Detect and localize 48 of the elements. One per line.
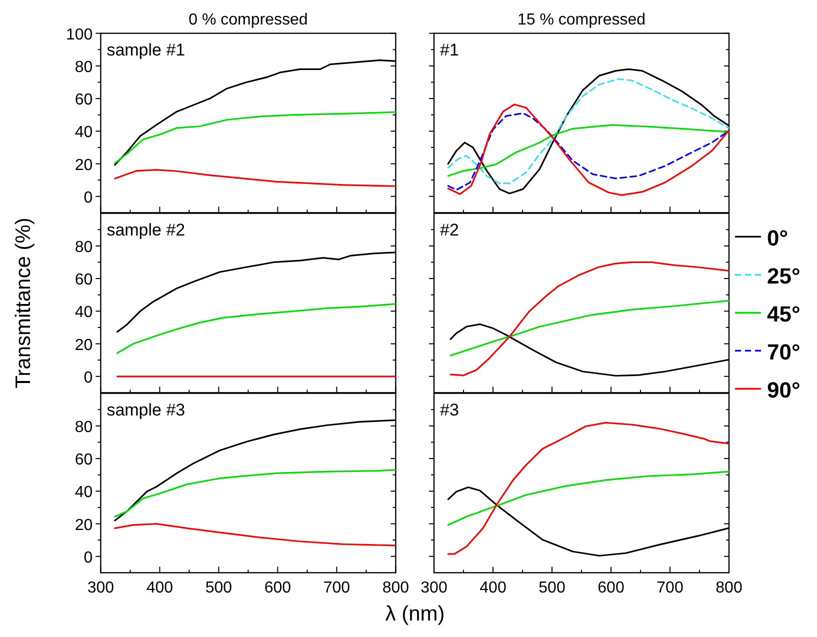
x-tick-label: 700 <box>656 580 684 597</box>
x-tick-label: 300 <box>420 580 448 597</box>
y-tick-label: 40 <box>74 484 93 502</box>
x-tick-label: 500 <box>538 580 566 597</box>
y-tick-label: 40 <box>74 304 93 322</box>
annotation: sample #3 <box>106 400 186 420</box>
annotation: #3 <box>440 400 459 420</box>
y-tick-label: 60 <box>74 452 93 469</box>
line-series <box>114 469 396 518</box>
y-tick-label: 20 <box>74 336 93 354</box>
line-series <box>114 522 396 546</box>
line-series <box>114 169 396 187</box>
legend-label: 70° <box>767 340 800 365</box>
x-tick-label: 500 <box>205 580 232 597</box>
y-tick-label: 60 <box>74 92 93 109</box>
annotation: sample #1 <box>106 40 186 60</box>
x-tick-label: 700 <box>323 580 350 597</box>
y-tick-label: 80 <box>74 418 93 436</box>
y-tick-label: 80 <box>74 238 93 256</box>
x-tick-label: 300 <box>87 580 114 597</box>
y-tick-label: 20 <box>74 156 93 174</box>
x-tick-label: 400 <box>146 580 174 597</box>
x-tick-label: 800 <box>716 580 742 597</box>
y-tick-label: 100 <box>66 26 93 44</box>
x-tick-label: 400 <box>480 580 506 597</box>
y-axis-title: Transmittance (%) <box>12 218 35 388</box>
annotation: #1 <box>440 40 459 60</box>
x-axis-title: λ (nm) <box>385 602 445 626</box>
y-tick-label: 60 <box>74 272 93 289</box>
legend-label: 90° <box>767 378 800 403</box>
x-tick-label: 800 <box>382 580 410 597</box>
y-tick-label: 80 <box>74 58 93 76</box>
x-tick-label: 600 <box>264 580 292 597</box>
x-tick-label: 600 <box>598 580 624 597</box>
y-tick-label: 20 <box>74 516 93 534</box>
annotation: sample #2 <box>106 220 186 240</box>
y-tick-label: 40 <box>74 124 93 142</box>
chart-title: 0 % compressed <box>188 11 308 28</box>
legend-label: 25° <box>767 264 800 289</box>
y-tick-label: 0 <box>84 189 93 206</box>
legend-label: 45° <box>767 302 800 327</box>
y-tick-label: 0 <box>84 369 93 386</box>
chart-title: 15 % compressed <box>517 11 646 28</box>
legend-label: 0° <box>767 226 788 251</box>
line-series <box>116 303 396 354</box>
annotation: #2 <box>440 220 459 240</box>
y-tick-label: 0 <box>84 549 93 566</box>
line-series <box>114 111 396 164</box>
